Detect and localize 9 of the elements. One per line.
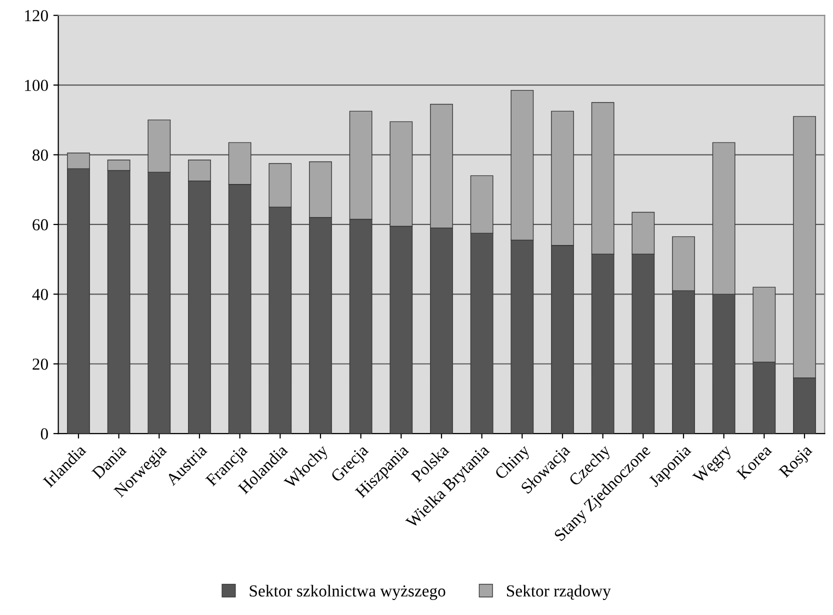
y-tick-label: 20 bbox=[32, 358, 48, 370]
legend-label: Sektor rządowy bbox=[507, 584, 611, 600]
y-tick-label: 0 bbox=[40, 428, 48, 440]
y-tick-label: 100 bbox=[25, 80, 48, 92]
y-tick-label: 80 bbox=[32, 149, 48, 161]
legend-label: Sektor szkolnictwa wyższego bbox=[250, 584, 446, 600]
y-tick-label: 120 bbox=[25, 10, 48, 22]
y-tick-label: 40 bbox=[32, 288, 48, 300]
y-tick-label: 60 bbox=[32, 219, 48, 230]
